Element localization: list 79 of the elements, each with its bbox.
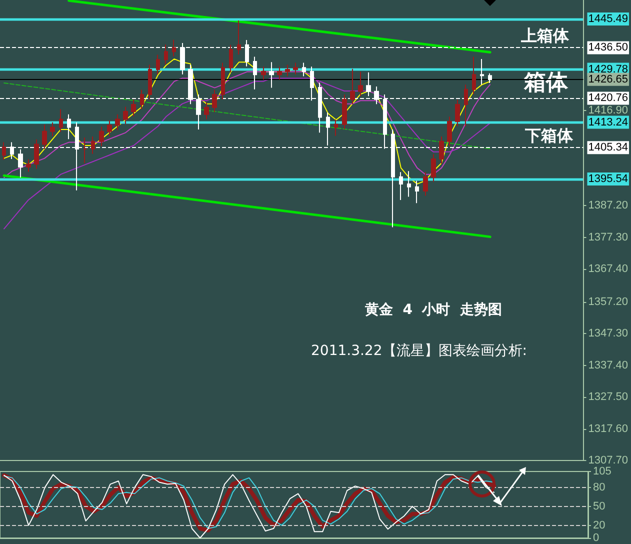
candlestick — [148, 64, 152, 100]
annotation: 2011.3.22【流星】图表绘画分析: — [311, 343, 527, 359]
candlestick — [407, 170, 411, 198]
candlestick — [50, 122, 55, 137]
candlestick — [334, 119, 338, 136]
candlestick — [447, 116, 452, 147]
candlestick — [59, 108, 63, 133]
annotation: 箱体 — [523, 70, 569, 96]
y-tick-label: 105 — [593, 466, 612, 478]
candlestick — [293, 62, 298, 75]
y-tick-label: 1327.50 — [588, 391, 628, 404]
y-tick-label: 1387.20 — [588, 200, 628, 212]
candlestick — [172, 39, 176, 57]
candlestick — [131, 99, 136, 117]
annotation: 上箱体 — [520, 26, 570, 46]
candlestick — [277, 66, 282, 80]
ref-line-label: 1395.54 — [588, 173, 628, 186]
ref-line-label: 1445.49 — [588, 12, 628, 25]
candlestick — [91, 136, 95, 154]
candlestick — [34, 138, 39, 170]
candlestick — [115, 114, 120, 131]
ref-line-label: 1429.78 — [588, 63, 628, 76]
y-tick-label: 0 — [593, 532, 600, 544]
candlestick — [26, 158, 31, 172]
candlestick — [212, 89, 217, 113]
candlestick — [488, 72, 492, 84]
candlestick — [237, 20, 241, 55]
candlestick — [140, 89, 144, 110]
candlestick — [67, 114, 71, 140]
ref-line-label: 1413.24 — [588, 116, 628, 128]
ref-line-label: 1420.76 — [588, 92, 628, 104]
y-tick-label: 1317.60 — [588, 422, 628, 435]
y-tick-label: 1357.20 — [588, 296, 628, 308]
candlestick — [439, 136, 444, 164]
ref-line-label: 1436.50 — [588, 42, 628, 54]
candlestick — [123, 106, 128, 125]
candlestick — [480, 58, 484, 86]
line-series — [4, 78, 491, 230]
candlestick — [253, 56, 257, 90]
candlestick — [342, 94, 347, 130]
candlestick — [366, 72, 371, 97]
candlestick — [229, 44, 233, 73]
ref-line-label: 1426.65 — [588, 73, 628, 86]
candlestick — [221, 62, 225, 100]
candlestick — [83, 136, 87, 164]
candlestick — [42, 124, 47, 150]
candlestick — [269, 62, 274, 88]
y-tick-label: 1367.40 — [588, 263, 628, 276]
ref-line-label: 1405.34 — [588, 142, 628, 154]
candlestick — [318, 82, 322, 134]
y-tick-label: 1347.30 — [588, 328, 628, 340]
candlestick — [261, 66, 266, 80]
line-series — [4, 71, 491, 178]
y-tick-label: 1377.30 — [588, 231, 628, 244]
y-tick-label: 1307.70 — [588, 454, 628, 466]
y-tick-label: 1416.90 — [588, 104, 628, 117]
candlestick — [302, 62, 306, 77]
candlestick — [156, 54, 160, 75]
candlestick — [204, 102, 209, 120]
y-tick-label: 20 — [593, 519, 606, 532]
candlestick — [2, 142, 6, 160]
candlestick — [472, 56, 476, 95]
candlestick — [358, 71, 363, 97]
y-tick-label: 50 — [593, 500, 606, 512]
candlestick — [107, 120, 112, 137]
candlestick — [431, 154, 436, 182]
candlestick — [350, 68, 355, 105]
candlestick — [285, 64, 290, 77]
candlestick — [164, 44, 168, 65]
candlestick — [399, 172, 403, 200]
y-tick-label: 1337.40 — [588, 359, 628, 372]
candlestick — [455, 99, 460, 127]
candlestick — [423, 172, 428, 196]
candlestick — [99, 126, 104, 147]
annotation: 下箱体 — [524, 126, 574, 146]
annotation: 黄金 4 小时 走势图 — [364, 302, 502, 318]
candlestick — [464, 84, 468, 127]
candlestick — [415, 180, 419, 204]
y-tick-label: 80 — [593, 481, 606, 494]
